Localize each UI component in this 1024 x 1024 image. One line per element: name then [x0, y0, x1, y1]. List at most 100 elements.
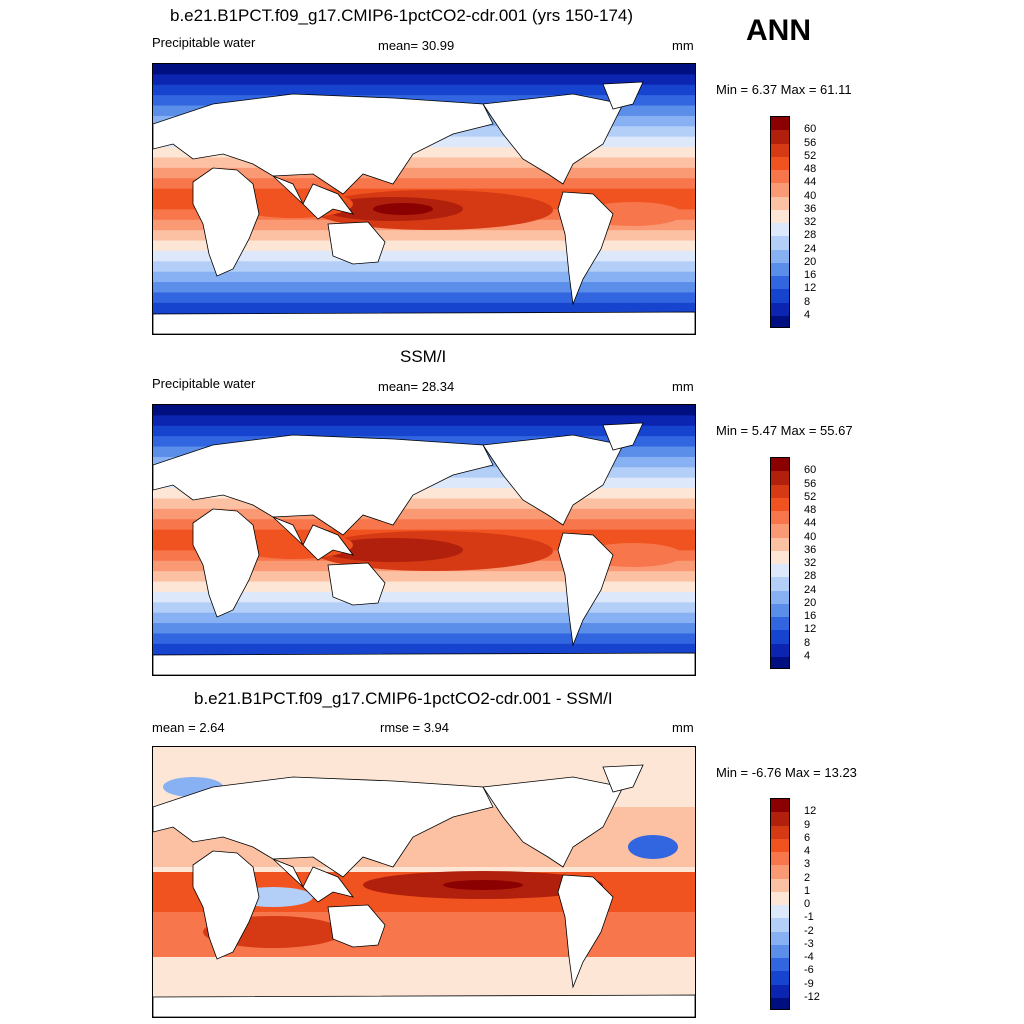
field-band	[153, 643, 695, 655]
colorbar-swatch	[771, 825, 789, 839]
panel-2-map	[152, 404, 696, 676]
colorbar-tick-label: 28	[804, 229, 817, 242]
colorbar-tick-label: 32	[804, 557, 817, 569]
colorbar-swatch	[771, 262, 789, 276]
colorbar-swatch	[771, 971, 789, 985]
land-outline	[557, 191, 614, 306]
field-band	[153, 74, 695, 86]
colorbar-swatches	[770, 798, 790, 1010]
field-band	[153, 425, 695, 437]
colorbar-tick-label: 2	[804, 871, 811, 884]
colorbar-swatch	[771, 603, 789, 617]
colorbar-swatch	[771, 289, 789, 303]
land-outline	[153, 93, 494, 195]
panel-1-mean: mean= 30.99	[378, 38, 455, 53]
colorbar-tick-label: 6	[804, 831, 811, 844]
land-outline	[153, 994, 695, 1017]
colorbar-tick-label: 36	[804, 543, 817, 556]
panel-3-minmax: Min = -6.76 Max = 13.23	[716, 765, 857, 780]
colorbar-tick-label: -4	[804, 951, 814, 963]
panel-1-map	[152, 63, 696, 335]
colorbar-swatch	[771, 931, 789, 945]
colorbar-tick-label: 9	[804, 818, 811, 831]
colorbar-swatch	[771, 905, 789, 919]
colorbar-tick-label: 20	[804, 255, 817, 268]
colorbar-tick-label: 44	[804, 517, 817, 530]
colorbar-tick-label: 52	[804, 490, 817, 503]
colorbar-swatches	[770, 457, 790, 669]
colorbar-swatch	[771, 130, 789, 144]
field-band	[153, 271, 695, 283]
colorbar-tick-label: 28	[804, 570, 817, 583]
colorbar-tick-label: -3	[804, 937, 814, 950]
colorbar-swatch	[771, 852, 789, 866]
colorbar-tick-label: 12	[804, 805, 817, 818]
field-band	[153, 261, 695, 273]
colorbar-swatch	[771, 537, 789, 551]
field-band	[153, 591, 695, 603]
land-outline	[272, 516, 354, 561]
colorbar-tick-label: 36	[804, 202, 817, 215]
field-band	[153, 292, 695, 304]
colorbar-tick-label: 4	[804, 845, 811, 857]
panel-1-minmax: Min = 6.37 Max = 61.11	[716, 82, 852, 97]
field-band	[153, 571, 695, 583]
panel-1-colorbar: 60 56 52 48 44 40 36 32 28 24 20 16 12 8 4	[770, 116, 840, 328]
field-band	[153, 282, 695, 293]
field-feature	[373, 203, 433, 215]
panel-3-mean: mean = 2.64	[152, 720, 225, 735]
colorbar-swatch	[771, 878, 789, 892]
colorbar-tick-label: -1	[804, 911, 814, 924]
colorbar-swatch	[771, 812, 789, 826]
colorbar-swatch	[771, 196, 789, 210]
field-band	[153, 508, 695, 520]
colorbar-tick-label: -12	[804, 990, 820, 1003]
field-band	[153, 488, 695, 499]
colorbar-swatch	[771, 891, 789, 905]
colorbar-tick-label: 1	[804, 884, 811, 897]
field-band	[153, 519, 695, 531]
colorbar-swatch	[771, 484, 789, 498]
field-band	[153, 602, 695, 614]
land-outline	[602, 81, 644, 110]
field-band	[153, 240, 695, 252]
land-outline	[482, 93, 624, 185]
colorbar-tick-label: 12	[804, 282, 817, 295]
land-outline	[602, 422, 644, 451]
colorbar-swatch	[771, 550, 789, 564]
panel-3-colorbar: 12 9 6 4 3 2 1 0 -1 -2 -3 -4 -6 -9 -12	[770, 798, 840, 1010]
colorbar-tick-label: 52	[804, 149, 817, 162]
panel-3-field	[153, 747, 695, 1017]
colorbar-tick-label: 40	[804, 189, 817, 202]
field-band	[153, 302, 695, 314]
colorbar-tick-label: 56	[804, 477, 817, 490]
colorbar-swatch	[771, 617, 789, 631]
colorbar-swatch	[771, 799, 789, 813]
colorbar-tick-label: 48	[804, 163, 817, 175]
colorbar-swatch	[771, 630, 789, 644]
land-outline	[153, 434, 494, 536]
colorbar-swatch	[771, 236, 789, 250]
colorbar-tick-label: 32	[804, 216, 817, 228]
panel-1-title: b.e21.B1PCT.f09_g17.CMIP6-1pctCO2-cdr.00…	[170, 6, 634, 25]
panel-2-mean: mean= 28.34	[378, 379, 455, 394]
field-band	[153, 498, 695, 510]
colorbar-swatch	[771, 643, 789, 657]
field-feature	[443, 880, 523, 890]
colorbar-tick-label: -2	[804, 924, 814, 937]
colorbar-swatch	[771, 315, 789, 327]
field-band	[153, 167, 695, 179]
colorbar-swatch	[771, 302, 789, 316]
colorbar-tick-label: 3	[804, 858, 811, 871]
panel-2-variable: Precipitable water	[152, 376, 256, 391]
colorbar-tick-label: 20	[804, 596, 817, 609]
colorbar-swatch	[771, 577, 789, 591]
field-band	[153, 230, 695, 242]
colorbar-tick-label: 0	[804, 898, 811, 910]
field-band	[153, 84, 695, 96]
panel-2-title: SSM/I	[400, 347, 447, 366]
field-band	[153, 612, 695, 624]
colorbar-tick-label: 4	[804, 649, 811, 662]
field-band	[153, 157, 695, 169]
colorbar-swatch	[771, 223, 789, 237]
